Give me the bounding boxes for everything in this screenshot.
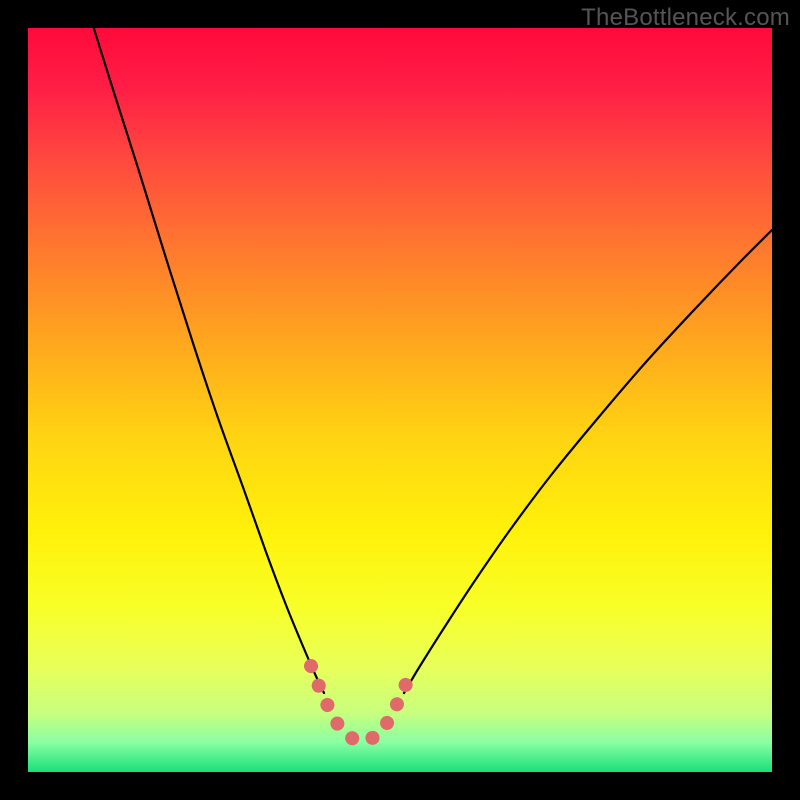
watermark-text: TheBottleneck.com — [581, 4, 790, 32]
gradient-background — [28, 28, 772, 772]
chart-svg — [0, 0, 800, 800]
chart-stage: TheBottleneck.com — [0, 0, 800, 800]
